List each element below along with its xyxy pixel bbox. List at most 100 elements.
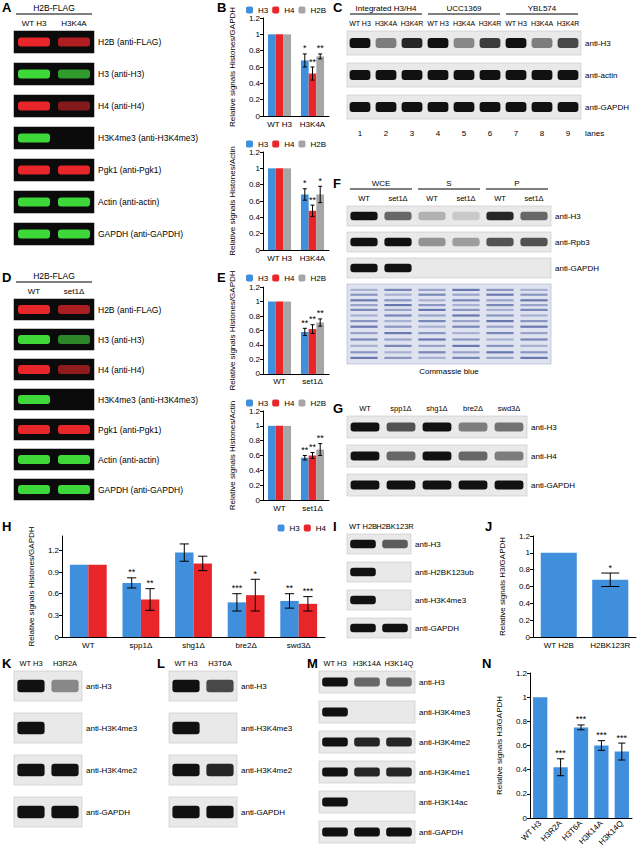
- svg-text:1: 1: [256, 30, 261, 39]
- svg-text:0.9: 0.9: [48, 568, 60, 577]
- svg-text:Relative signals Histones/GAPD: Relative signals Histones/GAPDH: [228, 7, 237, 127]
- svg-text:WT H3: WT H3: [323, 659, 346, 668]
- svg-text:WT: WT: [273, 504, 286, 513]
- svg-text:spp1Δ: spp1Δ: [130, 641, 153, 650]
- svg-text:anti-GAPDH: anti-GAPDH: [555, 264, 599, 273]
- svg-text:0.6: 0.6: [516, 741, 528, 750]
- svg-text:H4 (anti-H4): H4 (anti-H4): [98, 365, 144, 375]
- svg-text:1: 1: [256, 421, 261, 430]
- svg-text:1.2: 1.2: [249, 407, 261, 416]
- svg-text:B: B: [217, 0, 226, 15]
- svg-text:0.8: 0.8: [249, 180, 261, 189]
- svg-text:H3: H3: [258, 140, 269, 149]
- svg-text:0.2: 0.2: [519, 616, 531, 625]
- svg-text:H3K4me3 (anti-H3K4me3): H3K4me3 (anti-H3K4me3): [98, 395, 198, 405]
- svg-text:WT H3: WT H3: [174, 659, 197, 668]
- svg-text:Relative signals Histones/GAPD: Relative signals Histones/GAPDH: [27, 526, 36, 646]
- svg-text:*: *: [303, 43, 307, 53]
- svg-text:H2B: H2B: [310, 140, 326, 149]
- svg-text:0: 0: [256, 246, 261, 255]
- svg-text:0.4: 0.4: [249, 213, 261, 222]
- svg-text:Pgk1 (anti-Pgk1): Pgk1 (anti-Pgk1): [98, 425, 161, 435]
- svg-text:**: **: [317, 433, 325, 443]
- svg-text:swd3Δ: swd3Δ: [498, 404, 521, 413]
- svg-text:J: J: [485, 519, 492, 534]
- svg-text:S: S: [446, 179, 451, 188]
- svg-text:Integrated H3/H4: Integrated H3/H4: [356, 4, 417, 13]
- svg-text:anti-H3K4me3: anti-H3K4me3: [419, 708, 471, 717]
- svg-text:0.8: 0.8: [249, 436, 261, 445]
- svg-text:7: 7: [514, 129, 519, 138]
- svg-text:H3R2A: H3R2A: [539, 818, 564, 843]
- svg-text:***: ***: [617, 733, 628, 743]
- svg-text:1.2: 1.2: [249, 148, 261, 157]
- svg-text:*: *: [608, 563, 612, 573]
- svg-text:L: L: [157, 656, 165, 671]
- svg-text:anti-H3: anti-H3: [585, 39, 611, 48]
- svg-text:***: ***: [303, 586, 314, 596]
- svg-text:lanes: lanes: [585, 129, 604, 138]
- svg-text:anti-H3K4me3: anti-H3K4me3: [241, 724, 293, 733]
- svg-text:0.6: 0.6: [249, 197, 261, 206]
- svg-text:9: 9: [566, 129, 571, 138]
- svg-text:0.4: 0.4: [519, 599, 531, 608]
- svg-text:anti-H3K14ac: anti-H3K14ac: [419, 798, 467, 807]
- svg-text:6: 6: [488, 129, 493, 138]
- svg-text:1.2: 1.2: [519, 532, 531, 541]
- svg-text:0.6: 0.6: [249, 326, 261, 335]
- svg-text:shg1Δ: shg1Δ: [182, 641, 205, 650]
- svg-text:set1Δ: set1Δ: [456, 194, 475, 203]
- svg-text:**: **: [317, 308, 325, 318]
- svg-text:H3K4R: H3K4R: [479, 20, 502, 27]
- svg-text:GAPDH (anti-GAPDH): GAPDH (anti-GAPDH): [98, 485, 183, 495]
- svg-text:M: M: [307, 656, 318, 671]
- svg-text:**: **: [309, 314, 317, 324]
- svg-text:WT H2B: WT H2B: [349, 522, 377, 531]
- svg-text:0: 0: [256, 496, 261, 505]
- svg-text:0.4: 0.4: [516, 765, 528, 774]
- svg-text:WT H3: WT H3: [427, 20, 449, 27]
- svg-text:**: **: [301, 445, 309, 455]
- svg-text:WCE: WCE: [372, 179, 391, 188]
- svg-text:WT H3: WT H3: [22, 19, 47, 28]
- svg-text:WT H3: WT H3: [267, 120, 292, 129]
- svg-text:Relative signals Histones/Acti: Relative signals Histones/Actin: [228, 146, 237, 255]
- svg-text:0.2: 0.2: [249, 355, 261, 364]
- svg-text:**: **: [128, 567, 136, 577]
- svg-text:anti-GAPDH: anti-GAPDH: [419, 828, 463, 837]
- svg-text:**: **: [309, 195, 317, 205]
- svg-text:WT: WT: [358, 194, 370, 203]
- svg-text:*: *: [254, 569, 258, 579]
- svg-text:H3: H3: [258, 6, 269, 15]
- svg-text:0: 0: [526, 633, 531, 642]
- svg-text:anti-GAPDH: anti-GAPDH: [415, 624, 459, 633]
- svg-text:H2B: H2B: [310, 6, 326, 15]
- svg-text:shg1Δ: shg1Δ: [426, 404, 447, 413]
- svg-text:1: 1: [523, 693, 528, 702]
- svg-text:WT: WT: [494, 194, 506, 203]
- svg-text:H3: H3: [258, 274, 269, 283]
- svg-text:bre2Δ: bre2Δ: [463, 404, 483, 413]
- svg-text:8: 8: [540, 129, 545, 138]
- svg-text:**: **: [309, 57, 317, 67]
- svg-text:Relative signals Histones/Acti: Relative signals Histones/Actin: [228, 401, 237, 510]
- svg-text:1.2: 1.2: [249, 14, 261, 23]
- svg-text:0.2: 0.2: [516, 789, 528, 798]
- svg-text:0.6: 0.6: [48, 589, 60, 598]
- svg-text:H3: H3: [290, 524, 301, 533]
- svg-text:anti-H4: anti-H4: [531, 452, 557, 461]
- svg-text:Actin (anti-actin): Actin (anti-actin): [98, 455, 160, 465]
- svg-text:anti-GAPDH: anti-GAPDH: [585, 103, 629, 112]
- svg-text:anti-Rpb3: anti-Rpb3: [555, 238, 590, 247]
- svg-text:H3K4R: H3K4R: [401, 20, 424, 27]
- svg-text:H3K4me3 (anti-H3K4me3): H3K4me3 (anti-H3K4me3): [98, 133, 198, 143]
- svg-text:GAPDH (anti-GAPDH): GAPDH (anti-GAPDH): [98, 229, 183, 239]
- svg-text:H3K4R: H3K4R: [557, 20, 580, 27]
- svg-text:Relative signals H3/GAPDH: Relative signals H3/GAPDH: [498, 537, 507, 636]
- svg-text:H: H: [2, 519, 11, 534]
- svg-text:**: **: [286, 583, 294, 593]
- svg-text:0.2: 0.2: [249, 229, 261, 238]
- svg-text:H3 (anti-H3): H3 (anti-H3): [98, 69, 144, 79]
- svg-text:*: *: [303, 178, 307, 188]
- svg-text:0: 0: [55, 633, 60, 642]
